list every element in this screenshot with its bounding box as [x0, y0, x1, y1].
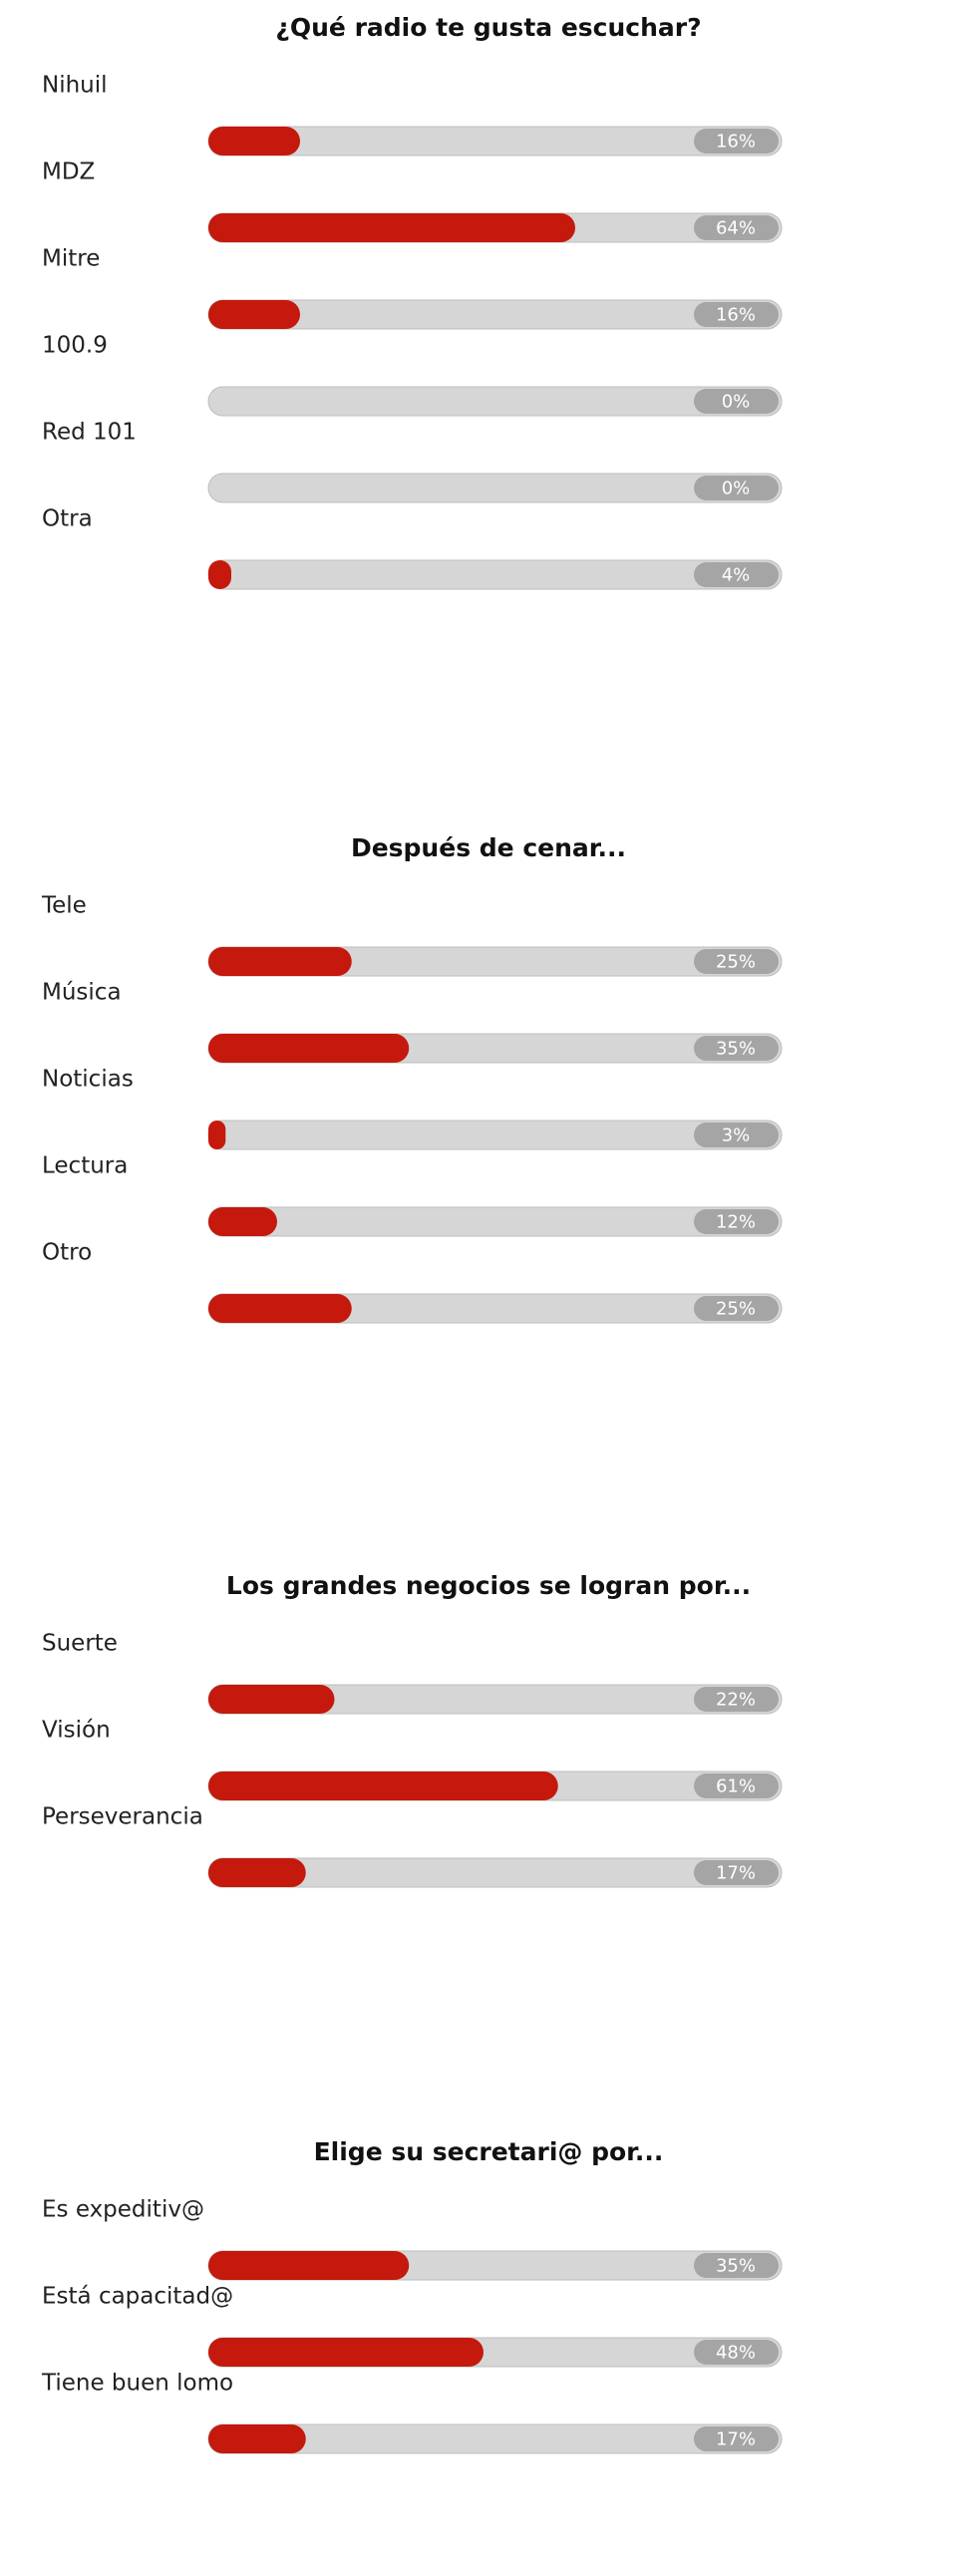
- percent-label: 61%: [716, 1776, 756, 1797]
- bar-track: [207, 473, 783, 503]
- bar: [208, 2338, 484, 2367]
- percent-label: 4%: [722, 565, 751, 586]
- option-label: Está capacitad@: [42, 2284, 233, 2310]
- percent-label: 0%: [722, 392, 751, 413]
- bar: [208, 1207, 277, 1236]
- option-label: Red 101: [42, 420, 137, 446]
- bar: [208, 1034, 410, 1063]
- percent-pill: [694, 2426, 779, 2451]
- percent-pill: [694, 949, 779, 974]
- bar: [208, 127, 300, 156]
- bar: [208, 560, 231, 589]
- bar: [208, 213, 575, 242]
- option-label: Otra: [42, 506, 93, 532]
- percent-label: 35%: [716, 1039, 756, 1060]
- percent-label: 12%: [716, 1212, 756, 1233]
- bar: [208, 1121, 226, 1149]
- percent-label: 0%: [722, 479, 751, 499]
- percent-label: 25%: [716, 1299, 756, 1320]
- percent-pill: [694, 1687, 779, 1712]
- percent-pill: [694, 1209, 779, 1234]
- poll-title: Elige su secretari@ por...: [314, 2137, 664, 2166]
- poll-title: ¿Qué radio te gusta escuchar?: [275, 13, 701, 42]
- percent-pill: [694, 1773, 779, 1798]
- percent-pill: [694, 562, 779, 587]
- percent-label: 16%: [716, 132, 756, 153]
- bar: [208, 1771, 558, 1800]
- percent-label: 64%: [716, 218, 756, 239]
- option-label: Otro: [42, 1240, 92, 1266]
- option-label: Noticias: [42, 1067, 134, 1093]
- bar: [208, 1858, 306, 1887]
- percent-pill: [694, 1296, 779, 1321]
- percent-pill: [694, 1860, 779, 1885]
- option-label: Nihuil: [42, 73, 108, 99]
- percent-pill: [694, 389, 779, 414]
- bar: [208, 2251, 410, 2280]
- percent-label: 48%: [716, 2343, 756, 2364]
- option-label: Perseverancia: [42, 1804, 203, 1830]
- percent-pill: [694, 1036, 779, 1061]
- percent-label: 22%: [716, 1690, 756, 1711]
- percent-pill: [694, 302, 779, 327]
- poll-title: Después de cenar...: [351, 833, 626, 862]
- percent-pill: [694, 2340, 779, 2365]
- percent-pill: [694, 1123, 779, 1147]
- option-label: Visión: [42, 1718, 111, 1744]
- percent-label: 25%: [716, 952, 756, 973]
- option-label: Tiene buen lomo: [41, 2371, 233, 2397]
- poll-title: Los grandes negocios se logran por...: [226, 1571, 751, 1600]
- option-label: Música: [42, 980, 122, 1006]
- bar: [208, 1294, 352, 1323]
- bar: [208, 2424, 306, 2453]
- percent-pill: [694, 215, 779, 240]
- option-label: Suerte: [42, 1631, 118, 1657]
- option-label: MDZ: [42, 160, 95, 185]
- option-label: Mitre: [42, 246, 100, 272]
- option-label: 100.9: [42, 333, 108, 359]
- percent-label: 17%: [716, 1863, 756, 1884]
- percent-label: 16%: [716, 305, 756, 326]
- percent-pill: [694, 129, 779, 154]
- option-label: Tele: [41, 893, 87, 919]
- bar-track: [207, 386, 783, 417]
- percent-label: 17%: [716, 2429, 756, 2450]
- percent-label: 35%: [716, 2256, 756, 2277]
- percent-pill: [694, 2253, 779, 2278]
- percent-pill: [694, 476, 779, 500]
- bar: [208, 300, 300, 329]
- percent-label: 3%: [722, 1126, 751, 1146]
- bar: [208, 947, 352, 976]
- option-label: Es expeditiv@: [42, 2197, 204, 2223]
- option-label: Lectura: [42, 1153, 128, 1179]
- bar: [208, 1685, 335, 1714]
